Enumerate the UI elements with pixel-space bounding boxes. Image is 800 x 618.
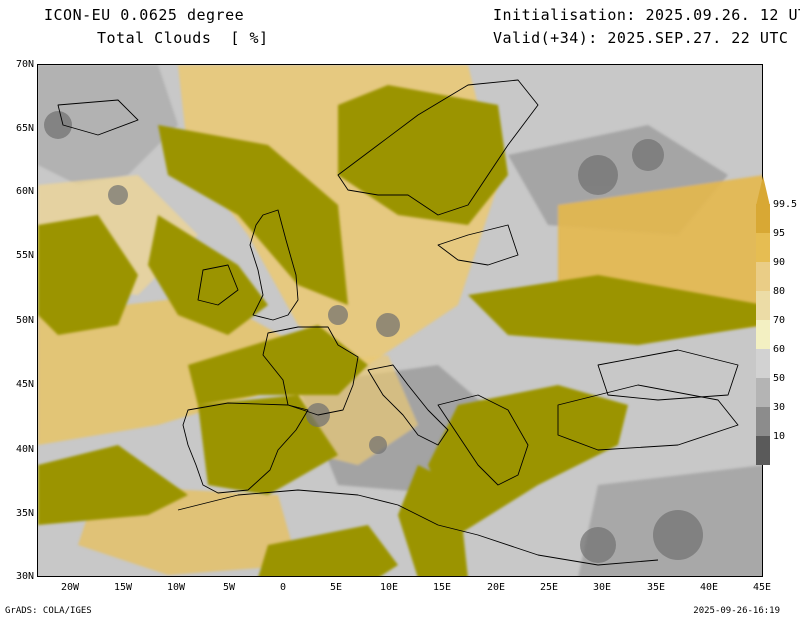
lon-label: 10E [379,582,399,593]
footer-credit: GrADS: COLA/IGES [5,606,92,616]
colorbar-segment [756,378,770,407]
lat-label: 40N [15,444,34,455]
lon-label: 15W [113,582,133,593]
lon-label: 5W [222,582,236,593]
lat-label: 70N [15,59,34,70]
colorbar-label: 50 [773,373,786,384]
lon-label: 30E [592,582,612,593]
colorbar-segment [756,407,770,436]
colorbar-overflow-triangle [756,176,770,206]
colorbar-label: 80 [773,286,786,297]
lat-label: 30N [15,571,34,582]
lon-label: 40E [699,582,719,593]
lon-label: 35E [646,582,666,593]
map-canvas [38,65,762,576]
colorbar-label: 95 [773,228,786,239]
footer-timestamp: 2025-09-26-16:19 [693,606,780,616]
lon-label: 15E [432,582,452,593]
cloud-cover-map [37,64,763,577]
colorbar-segment [756,204,770,233]
lat-label: 55N [15,250,34,261]
title-model: ICON-EU 0.0625 degree [44,6,245,24]
colorbar-label: 30 [773,402,786,413]
lon-label: 20W [60,582,80,593]
lat-label: 50N [15,315,34,326]
title-variable: Total Clouds [ %] [97,29,269,47]
lon-label: 10W [166,582,186,593]
colorbar-label: 90 [773,257,786,268]
lon-label: 0 [279,582,287,593]
colorbar-segment [756,262,770,291]
colorbar-segment [756,233,770,262]
colorbar-label: 70 [773,315,786,326]
colorbar-label: 60 [773,344,786,355]
init-time: Initialisation: 2025.09.26. 12 UTC [493,6,800,24]
lat-label: 45N [15,379,34,390]
lat-label: 35N [15,508,34,519]
lon-label: 5E [329,582,343,593]
colorbar-label: 10 [773,431,786,442]
lat-label: 60N [15,186,34,197]
colorbar-label: 99.5 [773,199,798,210]
colorbar-segment [756,349,770,378]
lat-label: 65N [15,123,34,134]
valid-time: Valid(+34): 2025.SEP.27. 22 UTC [493,29,789,47]
lon-label: 25E [539,582,559,593]
colorbar-segment [756,320,770,349]
colorbar-segment [756,291,770,320]
lon-label: 20E [486,582,506,593]
lon-label: 45E [752,582,772,593]
colorbar-segment [756,436,770,465]
